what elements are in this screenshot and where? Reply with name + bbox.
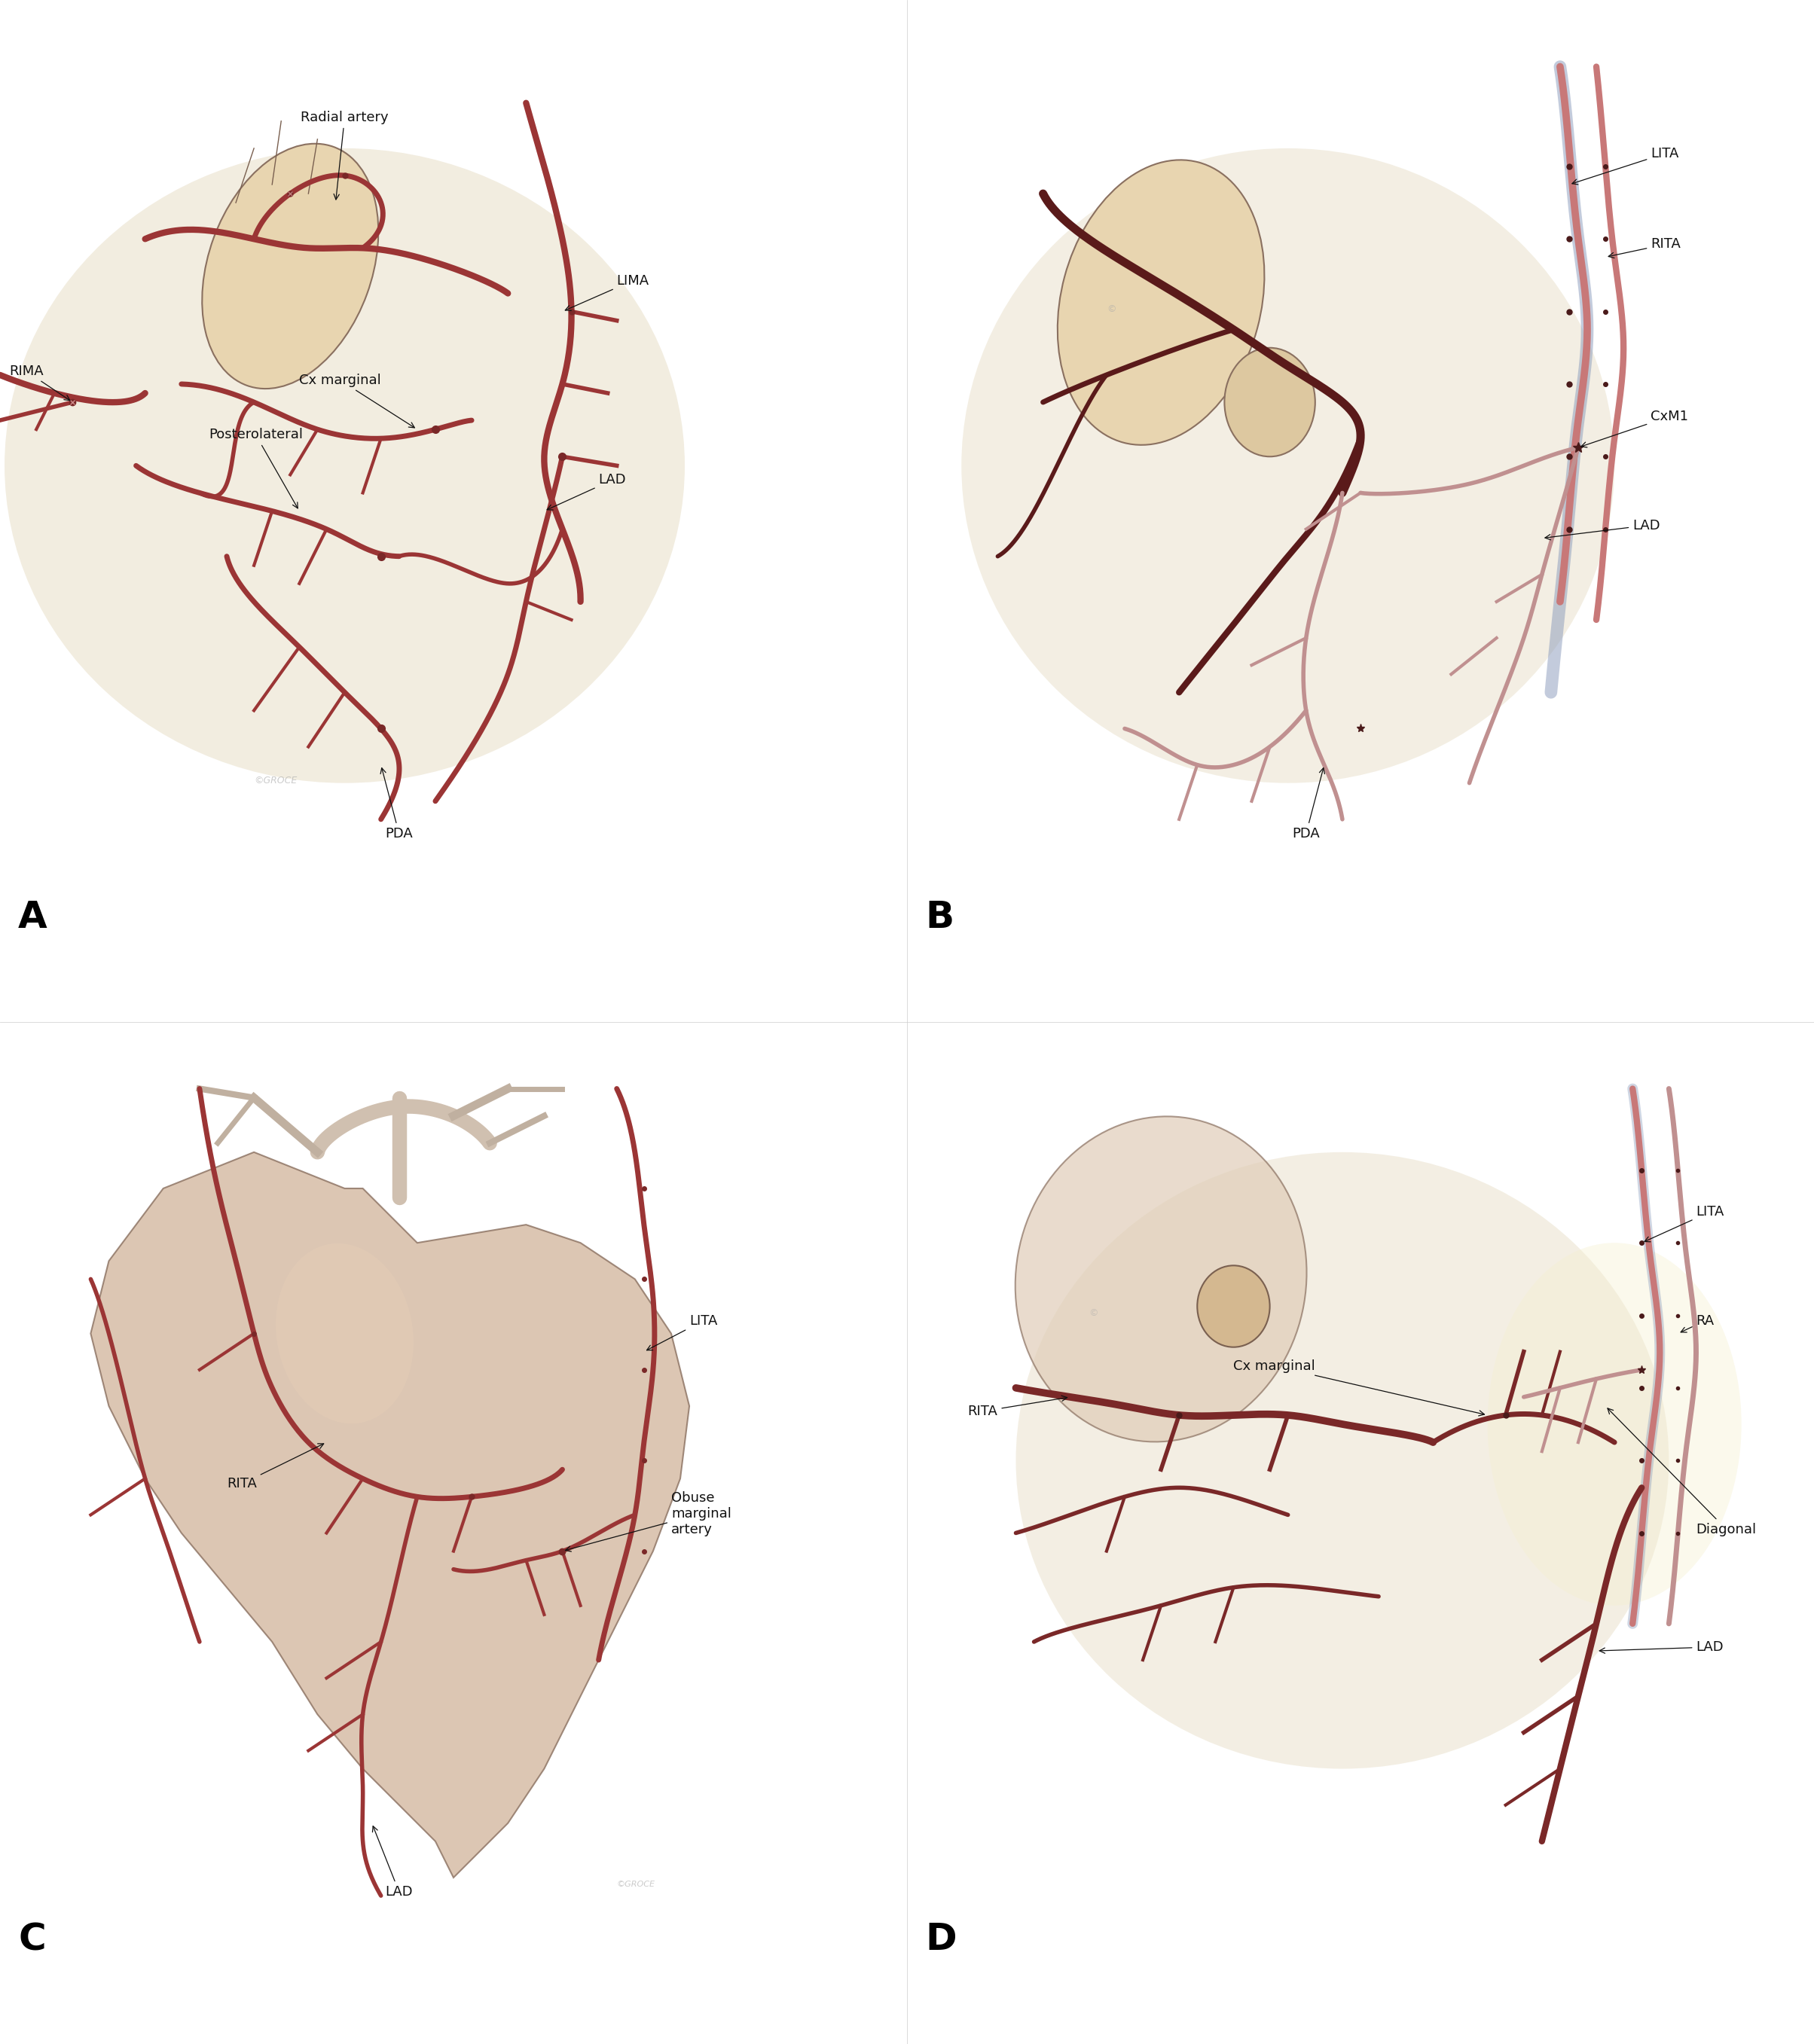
- Text: Obuse
marginal
artery: Obuse marginal artery: [566, 1492, 731, 1551]
- Text: ©: ©: [1088, 1308, 1097, 1318]
- Text: B: B: [925, 899, 954, 936]
- Text: PDA: PDA: [381, 769, 414, 840]
- Ellipse shape: [1487, 1243, 1741, 1605]
- Text: Cx marginal: Cx marginal: [1234, 1359, 1484, 1416]
- Text: LITA: LITA: [1645, 1206, 1725, 1243]
- Ellipse shape: [961, 149, 1614, 783]
- Text: LAD: LAD: [1546, 519, 1660, 540]
- Text: LAD: LAD: [372, 1825, 414, 1899]
- Ellipse shape: [1058, 159, 1264, 446]
- Text: C: C: [18, 1921, 45, 1958]
- Text: Radial artery: Radial artery: [301, 110, 388, 200]
- Text: LITA: LITA: [1573, 147, 1680, 184]
- Text: LIMA: LIMA: [566, 274, 649, 311]
- Ellipse shape: [276, 1243, 414, 1423]
- Ellipse shape: [4, 149, 686, 783]
- Text: RITA: RITA: [967, 1396, 1067, 1419]
- Ellipse shape: [1197, 1265, 1270, 1347]
- PathPatch shape: [91, 1153, 689, 1878]
- Ellipse shape: [1016, 1116, 1306, 1441]
- Ellipse shape: [201, 143, 379, 388]
- Text: RA: RA: [1682, 1314, 1714, 1333]
- Text: CxM1: CxM1: [1582, 409, 1689, 448]
- Text: Diagonal: Diagonal: [1607, 1408, 1756, 1535]
- Text: A: A: [18, 899, 47, 936]
- Text: LITA: LITA: [648, 1314, 718, 1351]
- Ellipse shape: [1224, 347, 1315, 456]
- Text: Posterolateral: Posterolateral: [209, 427, 303, 509]
- Text: LAD: LAD: [1600, 1641, 1723, 1654]
- Text: RIMA: RIMA: [9, 364, 71, 401]
- Text: PDA: PDA: [1292, 769, 1324, 840]
- Ellipse shape: [1016, 1153, 1669, 1768]
- Text: RITA: RITA: [1609, 237, 1682, 258]
- Text: ©GROCE: ©GROCE: [617, 1880, 655, 1889]
- Text: Cx marginal: Cx marginal: [299, 374, 415, 427]
- Text: D: D: [925, 1921, 956, 1958]
- Text: ©: ©: [1107, 305, 1116, 315]
- Text: LAD: LAD: [548, 474, 626, 509]
- Text: ©GROCE: ©GROCE: [254, 775, 297, 785]
- Text: RITA: RITA: [227, 1443, 323, 1490]
